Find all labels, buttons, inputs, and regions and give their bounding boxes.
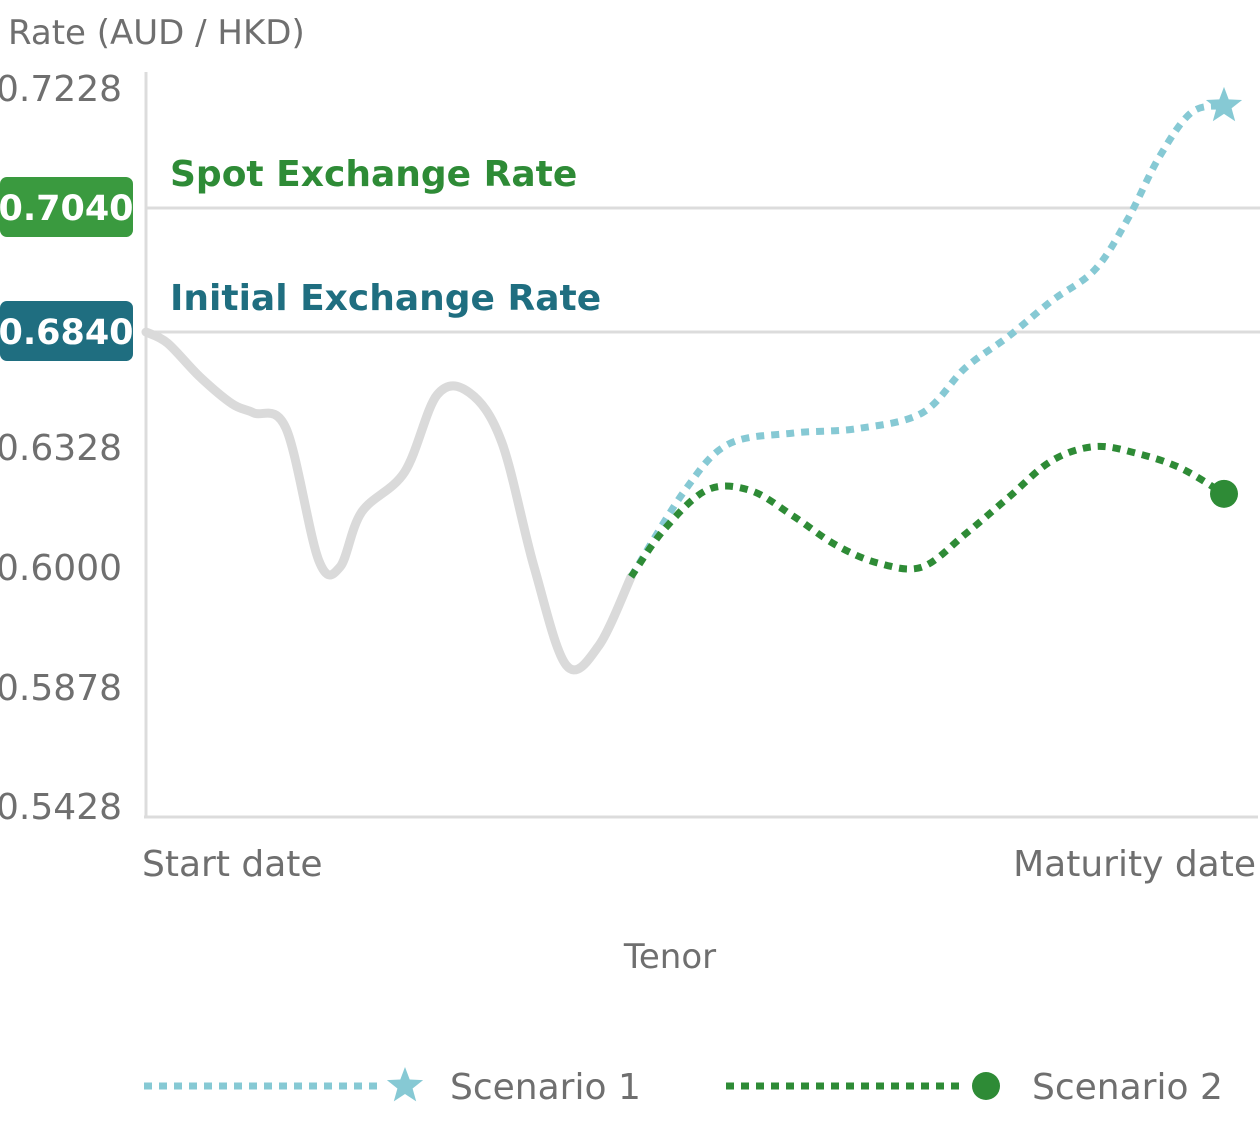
star-icon bbox=[386, 1067, 424, 1102]
y-tick-labels: 0.7228 0.6328 0.6000 0.5878 0.5428 bbox=[0, 69, 122, 828]
reference-badge-value: 0.7040 bbox=[0, 189, 134, 229]
series-line-scenario-1 bbox=[628, 102, 1225, 579]
y-tick-label: 0.7228 bbox=[0, 69, 122, 110]
series-end-star-marker bbox=[1205, 86, 1243, 122]
reference-badge bbox=[0, 177, 133, 237]
legend-label-scenario-1: Scenario 1 bbox=[450, 1067, 641, 1108]
history-line bbox=[141, 327, 636, 675]
circle-icon bbox=[972, 1072, 1000, 1100]
y-axis-title: Rate (AUD / HKD) bbox=[8, 13, 305, 53]
x-tick-end: Maturity date bbox=[1013, 844, 1256, 885]
reference-label: Spot Exchange Rate bbox=[170, 154, 577, 195]
reference-lines: 0.7040 Spot Exchange Rate 0.6840 Initial Ex… bbox=[0, 154, 1260, 361]
x-axis-title: Tenor bbox=[623, 937, 716, 977]
y-tick-label: 0.5428 bbox=[0, 787, 122, 828]
series-layer bbox=[141, 86, 1243, 675]
reference-label: Initial Exchange Rate bbox=[170, 278, 601, 319]
legend-item-scenario-2: Scenario 2 bbox=[726, 1067, 1223, 1108]
series-end-circle-marker bbox=[1210, 479, 1238, 508]
y-tick-label: 0.6000 bbox=[0, 548, 122, 589]
legend: Scenario 1 Scenario 2 bbox=[144, 1067, 1223, 1108]
y-tick-label: 0.6328 bbox=[0, 428, 122, 469]
legend-item-scenario-1: Scenario 1 bbox=[144, 1067, 641, 1108]
legend-label-scenario-2: Scenario 2 bbox=[1032, 1067, 1223, 1108]
y-tick-label: 0.5878 bbox=[0, 668, 122, 709]
series-line-scenario-2 bbox=[628, 442, 1226, 579]
reference-badge bbox=[0, 301, 133, 361]
x-tick-start: Start date bbox=[142, 844, 323, 885]
reference-badge-value: 0.6840 bbox=[0, 313, 134, 353]
